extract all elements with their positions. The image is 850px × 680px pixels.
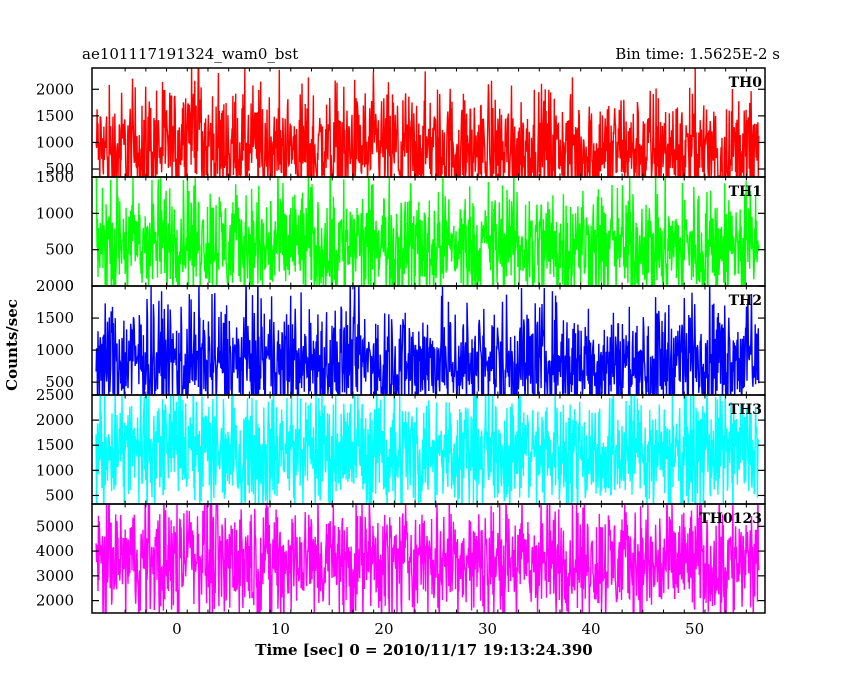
- panel-label-th0: TH0: [729, 75, 763, 91]
- y-tick-label: 3000: [36, 567, 74, 585]
- x-axis-label: Time [sec] 0 = 2010/11/17 19:13:24.390: [255, 641, 592, 659]
- panel-frame-4: [91, 503, 766, 614]
- y-tick-label: 1000: [36, 204, 74, 222]
- y-tick-label: 4000: [36, 542, 74, 560]
- y-tick-label: 2000: [36, 411, 74, 429]
- bin-time-label: Bin time: 1.5625E-2 s: [615, 45, 780, 63]
- y-axis-label: Counts/sec: [3, 299, 21, 391]
- y-tick-label: 500: [45, 160, 74, 178]
- y-tick-label: 5000: [36, 517, 74, 535]
- x-tick-label: 50: [685, 620, 704, 638]
- panel-label-th0123: TH0123: [699, 511, 762, 527]
- y-tick-label: 500: [45, 241, 74, 259]
- y-tick-label: 1000: [36, 133, 74, 151]
- y-tick-label: 0: [64, 277, 74, 295]
- x-tick-label: 30: [478, 620, 497, 638]
- y-tick-label: 1000: [36, 461, 74, 479]
- x-tick-label: 20: [374, 620, 393, 638]
- x-tick-label: 0: [172, 620, 182, 638]
- series-trace-th0123: [95, 504, 760, 613]
- panel-label-th1: TH1: [729, 184, 762, 200]
- y-tick-label: 1500: [36, 168, 74, 186]
- panel-label-th2: TH2: [729, 293, 762, 309]
- x-tick-label: 10: [271, 620, 290, 638]
- y-tick-label: 500: [45, 373, 74, 391]
- y-tick-label: 2000: [36, 80, 74, 98]
- y-tick-label: 1000: [36, 341, 74, 359]
- y-tick-label: 1500: [36, 107, 74, 125]
- series-trace-th2: [95, 286, 760, 395]
- series-trace-th3: [95, 395, 760, 504]
- series-trace-th1: [95, 177, 760, 286]
- x-tick-label: 40: [582, 620, 601, 638]
- y-tick-label: 1500: [36, 436, 74, 454]
- y-tick-label: 500: [45, 486, 74, 504]
- chart-title: ae101117191324_wam0_bst: [82, 45, 299, 63]
- y-tick-label: 2000: [36, 592, 74, 610]
- panel-label-th3: TH3: [729, 402, 762, 418]
- series-trace-th0: [95, 68, 760, 177]
- y-tick-label: 2000: [36, 277, 74, 295]
- y-tick-label: 2500: [36, 386, 74, 404]
- y-tick-label: 1500: [36, 309, 74, 327]
